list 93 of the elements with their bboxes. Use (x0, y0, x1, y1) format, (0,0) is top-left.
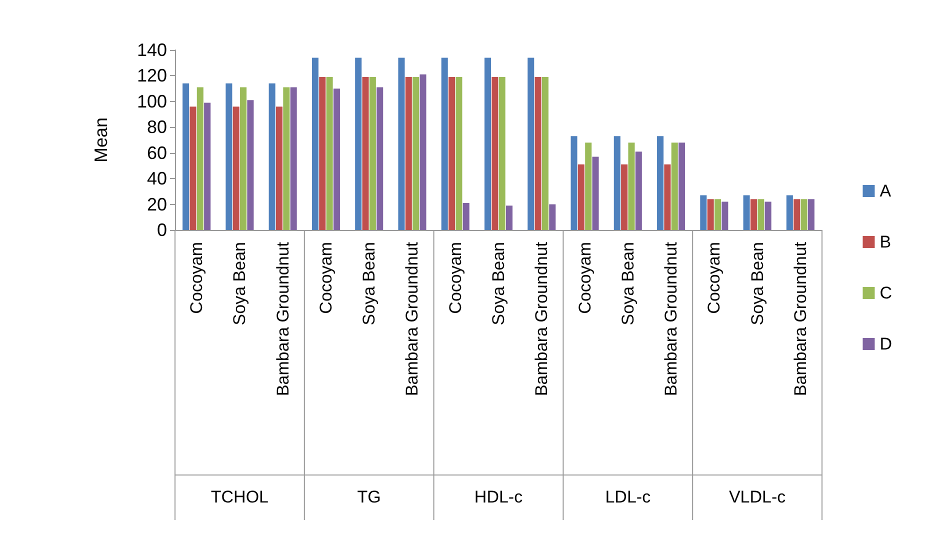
bar (247, 100, 254, 230)
x-tick-label: Cocoyam (446, 242, 465, 314)
bar (283, 87, 290, 230)
bar (750, 199, 757, 230)
bar (226, 83, 232, 230)
bar (420, 74, 426, 230)
bar (635, 152, 642, 230)
bar (657, 136, 664, 230)
bar (506, 206, 513, 230)
bar (326, 77, 333, 230)
x-tick-label: Bambara Groundnut (662, 242, 681, 396)
bar (232, 106, 240, 230)
y-tick-label: 20 (146, 194, 167, 214)
bar (196, 87, 204, 230)
text: TCHOL (210, 488, 269, 506)
bar (355, 58, 362, 230)
bar (764, 202, 772, 230)
bar (190, 106, 196, 230)
x-tick-label: Soya Bean (748, 242, 767, 326)
bar (528, 58, 534, 230)
bar (376, 87, 384, 230)
bar (319, 77, 326, 230)
y-tick-label: 100 (136, 91, 167, 112)
bar (276, 106, 283, 230)
bar (700, 195, 707, 230)
y-tick-label: 140 (136, 40, 167, 60)
text: TG (357, 488, 381, 506)
bar (664, 164, 671, 230)
bar (794, 199, 800, 230)
bar (758, 199, 764, 230)
text: VLDL-c (728, 488, 786, 506)
y-tick-label: 80 (146, 117, 167, 138)
x-tick-label: Cocoyam (575, 242, 594, 314)
legend-label: A (880, 182, 892, 200)
bar (498, 77, 506, 230)
legend-label: C (880, 284, 892, 302)
bar (722, 202, 728, 230)
text: LDL-c (605, 488, 652, 506)
text: HDL-c (474, 488, 524, 506)
bar (621, 164, 628, 230)
bar (456, 77, 462, 230)
bar (707, 199, 714, 230)
x-tick-label: Cocoyam (704, 242, 724, 314)
bar (204, 102, 211, 230)
y-tick-label: 60 (146, 142, 167, 163)
bar (671, 142, 678, 230)
bar (369, 77, 376, 230)
bar (786, 195, 793, 230)
x-tick-label: Soya Bean (618, 242, 638, 326)
bar (405, 77, 412, 230)
bar (592, 156, 599, 230)
bar (585, 142, 592, 230)
bar (448, 77, 456, 230)
x-tick-label: Bambara Groundnut (402, 242, 422, 396)
bar (534, 77, 542, 230)
bar (628, 142, 635, 230)
bar (182, 83, 190, 230)
x-tick-label: Bambara Groundnut (790, 242, 810, 396)
x-tick-label: Bambara Groundnut (532, 242, 552, 396)
bar (578, 164, 584, 230)
legend-label: B (880, 232, 892, 252)
bar (290, 87, 297, 230)
y-tick-label: 40 (146, 168, 167, 189)
legend-label: D (880, 334, 892, 354)
x-tick-label: Cocoyam (316, 242, 336, 314)
y-tick-label: 120 (136, 66, 167, 86)
x-tick-label: Soya Bean (360, 242, 379, 326)
bar (743, 195, 750, 230)
bar (398, 58, 405, 230)
bar (614, 136, 620, 230)
bar (492, 77, 498, 230)
bar (240, 87, 247, 230)
bar (333, 88, 340, 230)
bar (312, 58, 318, 230)
bar (441, 58, 448, 230)
bar (800, 199, 808, 230)
x-tick-label: Cocoyam (187, 242, 206, 314)
x-tick-label: Soya Bean (489, 242, 508, 326)
bar (268, 83, 276, 230)
bar (484, 58, 491, 230)
x-tick-label: Bambara Groundnut (273, 242, 292, 396)
bar (570, 136, 578, 230)
bar (808, 199, 814, 230)
y-tick-label: 0 (156, 220, 167, 240)
bar (462, 203, 470, 230)
bar (362, 77, 369, 230)
x-tick-label: Soya Bean (230, 242, 250, 326)
bar (542, 77, 548, 230)
bar (678, 142, 686, 230)
bar (412, 77, 420, 230)
y-axis-title: Mean (91, 117, 111, 163)
bar (549, 204, 556, 230)
bar (714, 199, 722, 230)
